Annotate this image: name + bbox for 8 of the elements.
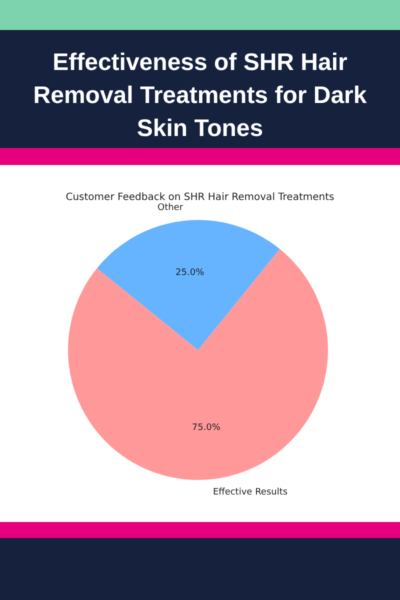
chart-title: Effectiveness of SHR Hair Removal Treatments for Dark Skin Tones <box>33 49 368 142</box>
pie-slice <box>96 220 280 350</box>
data-label: 25.0% <box>176 268 205 278</box>
slice-label: Effective Results <box>212 488 288 498</box>
pie-slice <box>68 248 328 480</box>
data-label: 75.0% <box>192 423 221 434</box>
slice-label: Other <box>157 203 184 214</box>
chart-subtitle: Customer Feedback on SHR Hair Removal Treatments <box>66 192 334 203</box>
